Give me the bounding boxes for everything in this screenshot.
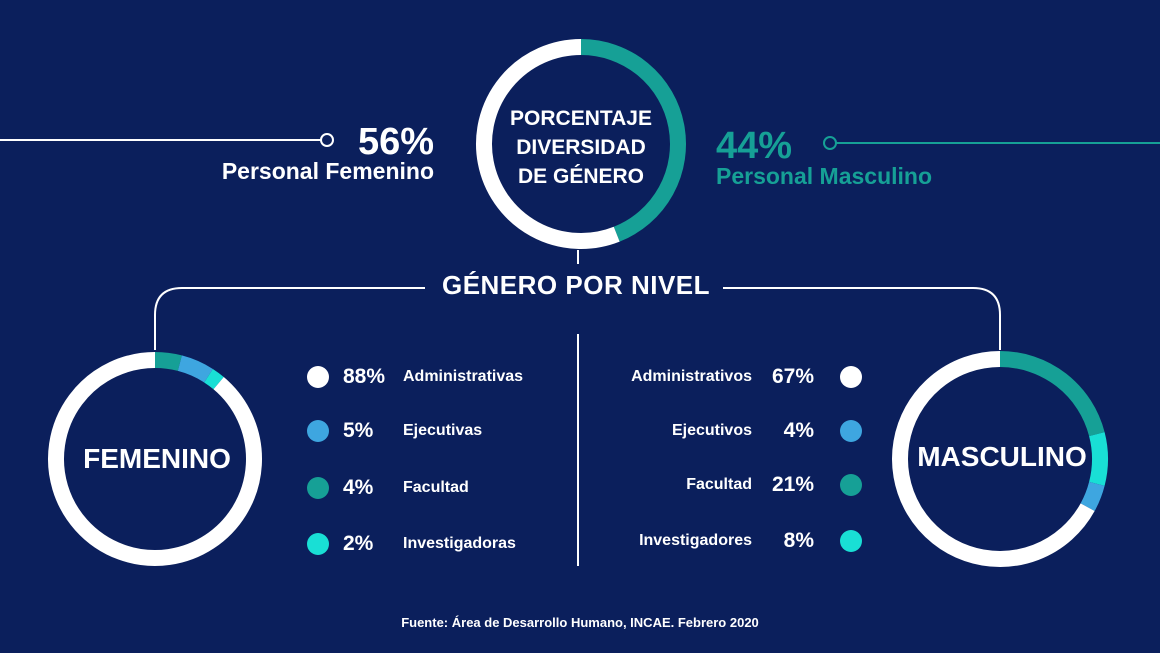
legend-percentage: 2% — [343, 532, 374, 555]
legend-label: Administrativas — [403, 368, 524, 385]
left-bracket-line — [154, 287, 425, 350]
right-connector-node — [823, 136, 837, 150]
femenino-legend-row: 4% Facultad — [307, 476, 469, 500]
legend-percentage: 4% — [783, 419, 814, 442]
legend-label: Facultad — [686, 476, 752, 493]
left-connector-node — [320, 133, 334, 147]
donut-segment-investigadores — [1089, 432, 1108, 486]
right-bracket-line — [723, 287, 1001, 350]
donut-segment-administrativos — [892, 351, 1095, 567]
female-label: Personal Femenino — [221, 158, 434, 184]
male-percentage: 44% — [716, 125, 793, 167]
legend-label: Ejecutivas — [403, 422, 483, 439]
donut-segment-facultad — [999, 351, 1105, 437]
legend-label: Ejecutivos — [671, 422, 752, 439]
donut-segment-investigadoras — [204, 368, 224, 390]
legend-label: Investigadores — [639, 532, 752, 549]
masculino-legend-row: Investigadores 8% — [639, 529, 862, 553]
title-line: DE GÉNERO — [517, 165, 645, 188]
legend-dot — [307, 420, 329, 442]
legend-dot — [840, 474, 862, 496]
femenino-donut — [48, 352, 262, 566]
masculino-legend-row: Facultad 21% — [686, 473, 862, 497]
title-line: PORCENTAJE — [510, 107, 652, 130]
masculino-legend-row: Ejecutivos 4% — [672, 419, 862, 443]
femenino-legend-row: 88% Administrativas — [307, 365, 523, 389]
female-percentage: 56% — [357, 121, 434, 163]
masculino-ring-label: MASCULINO — [917, 441, 1087, 472]
femenino-legend-row: 2% Investigadoras — [307, 532, 516, 556]
donut-center-title: PORCENTAJE DIVERSIDAD DE GÉNERO — [500, 104, 662, 191]
legend-percentage: 8% — [783, 529, 814, 552]
femenino-legend-row: 5% Ejecutivas — [307, 419, 482, 443]
legend-dot — [840, 420, 862, 442]
legend-dot — [840, 530, 862, 552]
legend-percentage: 88% — [343, 365, 386, 388]
masculino-legend-row: Administrativos 67% — [631, 365, 862, 389]
donut-segment-administrativas — [48, 352, 262, 566]
legend-percentage: 5% — [343, 419, 374, 442]
source-note: Fuente: Área de Desarrollo Humano, INCAE… — [401, 615, 759, 630]
masculino-donut — [892, 351, 1108, 567]
donut-segment-personal-femenino — [476, 39, 620, 249]
donut-segment-ejecutivos — [1080, 481, 1105, 512]
legend-label: Administrativos — [631, 368, 752, 385]
donut-segment-ejecutivas — [177, 355, 213, 383]
legend-label: Facultad — [403, 479, 469, 496]
title-line: DIVERSIDAD — [516, 136, 646, 159]
male-label: Personal Masculino — [716, 163, 933, 189]
legend-dot — [307, 477, 329, 499]
legend-percentage: 67% — [771, 365, 814, 388]
legend-dot — [307, 366, 329, 388]
legend-dot — [307, 533, 329, 555]
legend-percentage: 4% — [343, 476, 374, 499]
legend-label: Investigadoras — [403, 535, 516, 552]
legend-dot — [840, 366, 862, 388]
donut-segment-personal-masculino — [580, 39, 686, 242]
level-section-title: GÉNERO POR NIVEL — [441, 270, 711, 300]
legend-percentage: 21% — [771, 473, 814, 496]
donut-segment-facultad — [154, 352, 182, 371]
femenino-ring-label: FEMENINO — [83, 443, 231, 474]
gender-diversity-donut — [476, 39, 686, 249]
